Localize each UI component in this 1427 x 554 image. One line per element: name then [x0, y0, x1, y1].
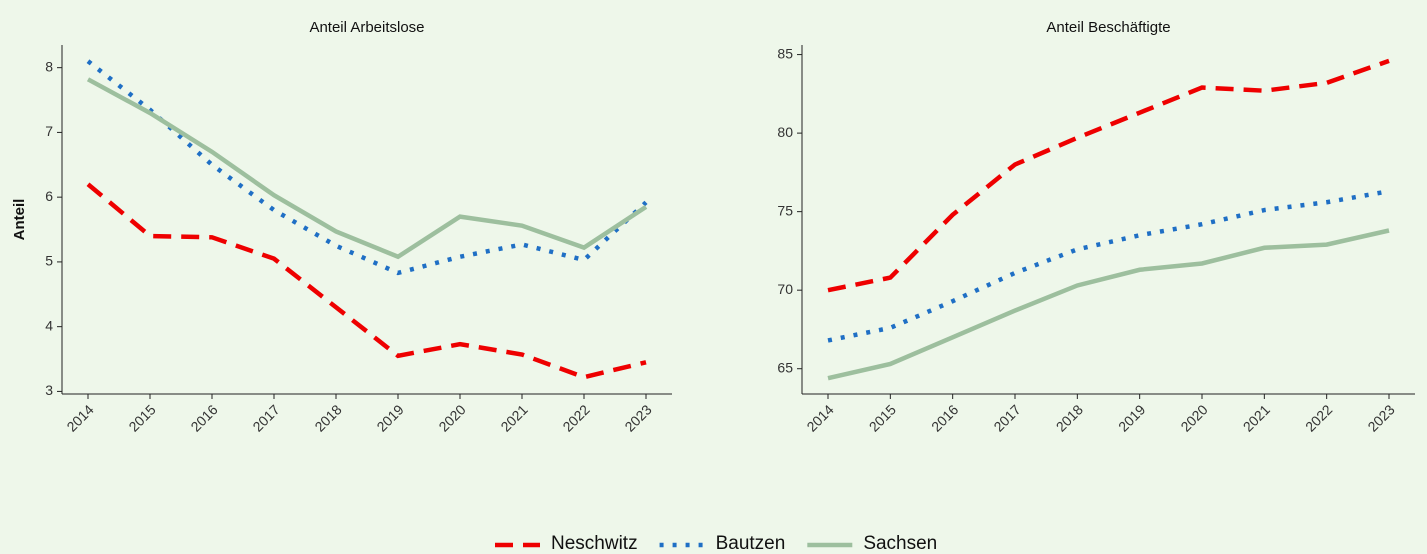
y-tick-label: 3	[45, 382, 53, 398]
x-tick-label: 2022	[1302, 401, 1335, 434]
x-tick-label: 2014	[63, 401, 96, 434]
x-tick-label: 2015	[125, 401, 158, 434]
series-line	[86, 182, 647, 380]
x-tick-label: 2022	[559, 401, 592, 434]
legend-item: Sachsen	[807, 533, 937, 554]
x-tick-label: 2023	[1364, 401, 1397, 434]
y-tick-label: 75	[777, 202, 793, 218]
legend-label: Bautzen	[716, 533, 786, 554]
y-tick-label: 7	[45, 123, 53, 139]
x-tick-label: 2021	[497, 401, 530, 434]
x-tick-label: 2014	[803, 401, 836, 434]
x-tick-label: 2019	[1115, 401, 1148, 434]
legend-item: Bautzen	[659, 533, 786, 554]
x-tick-label: 2021	[1240, 401, 1273, 434]
series-line	[86, 77, 648, 260]
x-tick-label: 2017	[249, 401, 282, 434]
x-tick-label: 2020	[1177, 401, 1210, 434]
x-tick-label: 2017	[990, 401, 1023, 434]
series-line: Neschwitz	[827, 58, 1390, 293]
x-tick-label: 2020	[435, 401, 468, 434]
x-tick-label: 2019	[373, 401, 406, 434]
y-axis-label: Anteil	[11, 199, 28, 241]
y-tick-label: 6	[45, 188, 53, 204]
series-line: Bautzen	[827, 189, 1390, 343]
x-tick-label: 2018	[311, 401, 344, 434]
x-tick-label: 2015	[866, 401, 899, 434]
y-tick-label: 4	[45, 317, 53, 333]
legend-label: Sachsen	[863, 533, 937, 554]
y-tick-label: 65	[777, 359, 793, 375]
y-tick-label: 70	[777, 281, 793, 297]
chart-title: Anteil Beschäftigte	[1046, 19, 1170, 36]
x-tick-label: 2016	[187, 401, 220, 434]
x-tick-label: 2018	[1053, 401, 1086, 434]
series-line: Sachsen	[827, 228, 1390, 381]
y-tick-label: 5	[45, 253, 53, 269]
legend-item: Neschwitz	[495, 533, 638, 554]
y-tick-label: 85	[777, 45, 793, 61]
chart-title: Anteil Arbeitslose	[309, 19, 424, 36]
x-tick-label: 2016	[928, 401, 961, 434]
series-line	[86, 59, 648, 276]
legend-label: Neschwitz	[551, 533, 638, 554]
x-tick-label: 2023	[621, 401, 654, 434]
y-tick-label: 8	[45, 58, 53, 74]
y-tick-label: 80	[777, 124, 793, 140]
